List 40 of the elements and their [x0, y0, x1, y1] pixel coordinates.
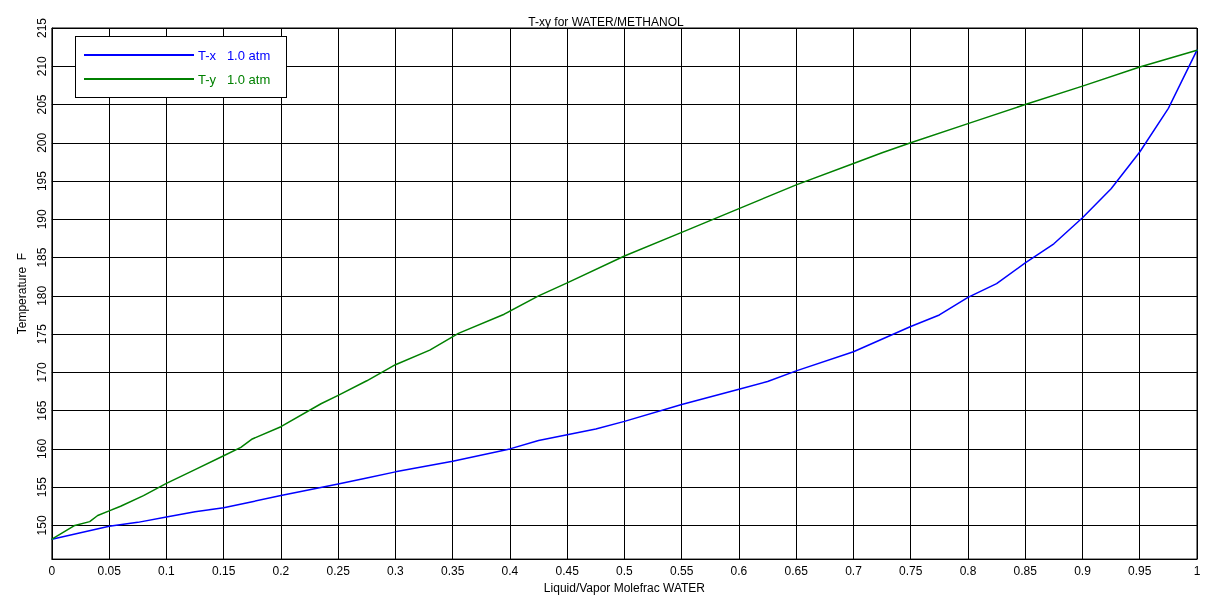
- x-tick-label: 0.3: [387, 564, 405, 579]
- y-tick-label: 195: [34, 170, 49, 192]
- x-tick-label: 0.65: [784, 564, 809, 579]
- x-tick-label: 0.2: [272, 564, 290, 579]
- x-tick-label: 0.7: [845, 564, 863, 579]
- x-tick-label: 0.5: [616, 564, 634, 579]
- y-tick-label: 200: [34, 132, 49, 153]
- y-tick-label: 190: [34, 208, 49, 230]
- x-tick-label: 0: [48, 564, 56, 579]
- x-tick-label: 0.1: [158, 564, 176, 579]
- y-axis-title: Temperature F: [15, 252, 29, 335]
- x-tick-label: 0.05: [97, 564, 122, 579]
- x-tick-label: 0.25: [326, 564, 351, 579]
- x-tick-label: 0.35: [441, 564, 465, 579]
- y-tick-label: 175: [34, 323, 49, 345]
- y-tick-label: 165: [34, 400, 49, 421]
- x-tick-label: 0.85: [1013, 564, 1038, 579]
- x-tick-label: 0.55: [670, 564, 694, 579]
- y-tick-label: 180: [34, 285, 49, 306]
- x-tick-label: 0.4: [501, 564, 519, 579]
- x-tick-label: 0.15: [211, 564, 236, 579]
- y-tick-label: 160: [34, 438, 49, 459]
- x-tick-label: 0.6: [730, 564, 748, 579]
- legend: T-x 1.0 atm T-y 1.0 atm: [75, 36, 287, 98]
- y-tick-label: 205: [34, 94, 49, 115]
- x-tick-label: 0.9: [1074, 564, 1092, 579]
- y-tick-label: 155: [34, 476, 49, 498]
- chart-title: T-xy for WATER/METHANOL: [528, 15, 684, 29]
- y-tick-label: 185: [34, 247, 49, 268]
- y-tick-label: 150: [34, 515, 49, 536]
- x-tick-label: 0.8: [959, 564, 977, 579]
- line-series: [51, 49, 1198, 540]
- x-tick-label: 1: [1193, 564, 1201, 579]
- y-tick-label: 170: [34, 362, 49, 383]
- y-tick-label: 215: [34, 17, 49, 39]
- x-axis-title: Liquid/Vapor Molefrac WATER: [543, 581, 706, 595]
- y-tick-label: 210: [34, 55, 49, 77]
- x-tick-label: 0.45: [555, 564, 580, 579]
- x-tick-label: 0.95: [1128, 564, 1152, 579]
- x-tick-label: 0.75: [899, 564, 923, 579]
